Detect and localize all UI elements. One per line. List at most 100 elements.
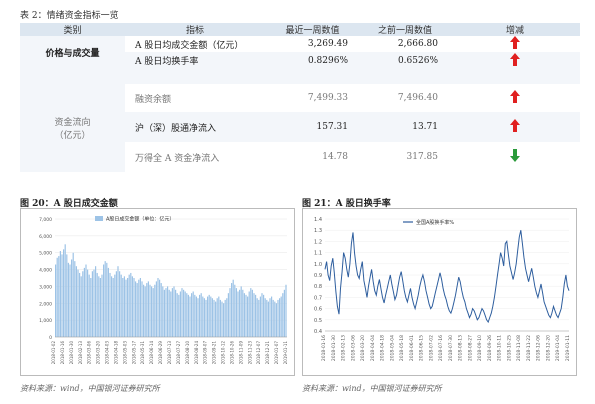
bar [75,266,77,337]
trend-up-icon [450,112,580,142]
chart21-plot: 1.41.31.21.11.00.90.80.70.60.50.42018-01… [314,217,571,361]
col-header-category: 类别 [20,23,125,36]
recent-value: 157.31 [265,112,360,142]
bar [203,298,205,337]
col-header-previous: 之前一周数值 [360,23,450,36]
y-tick-label: 2,000 [39,301,52,307]
bar [160,283,162,337]
trend-up-icon [450,52,580,69]
x-tick-label: 2018-12-20 [545,335,551,361]
bar [205,299,207,337]
bar [208,294,210,337]
y-tick-label: 0.7 [314,295,322,301]
bar [207,296,209,337]
bar [259,296,261,337]
bar [107,267,109,337]
y-tick-label: 0.6 [314,307,322,313]
bar [93,269,95,337]
trend-up-icon [450,84,580,112]
table-header-row: 类别 指标 最近一周数值 之前一周数值 增减 [20,23,580,36]
bar [149,284,151,337]
bar [85,264,87,337]
x-tick-label: 2019-01-11 [283,341,288,365]
bar [239,289,241,337]
bar [72,252,74,337]
bar [87,269,89,337]
bar [141,281,143,337]
bar [77,269,79,337]
bar [263,294,265,337]
table-row: 资金流向 （亿元） 融资余额 7,499.33 7,496.40 [20,84,580,172]
col-header-trend: 增减 [450,23,580,36]
bar [285,284,287,337]
legend-swatch [95,216,103,221]
y-tick-label: 5,000 [39,251,52,257]
indicator-cell: A 股日均成交金额（亿元） [135,40,244,51]
bar [98,276,100,337]
bar [235,288,237,337]
bar [143,284,145,337]
bar [128,274,130,337]
bar [91,271,93,337]
recent-value: 0.8296% [265,52,360,69]
bar [210,296,212,337]
bar [280,296,282,337]
bar [56,257,58,337]
x-tick-label: 2019-01-04 [555,335,561,361]
x-tick-label: 2019-01-07 [274,341,279,365]
bar [245,294,247,337]
bar [99,278,101,337]
category-price-volume: 价格与成交量 [20,36,125,69]
x-tick-label: 2018-01-30 [69,341,74,365]
bar [269,298,271,337]
x-tick-label: 2018-06-29 [158,341,163,365]
x-tick-label: 2018-04-18 [380,335,386,361]
bar [267,301,269,337]
bar [194,294,196,337]
y-tick-label: 1.3 [314,228,322,234]
bar [272,299,274,337]
bar [127,278,129,337]
x-tick-label: 2018-11-09 [238,341,243,365]
x-tick-label: 2019-01-11 [565,335,571,361]
x-tick-label: 2018-08-13 [458,335,464,361]
bar [242,289,244,337]
bar [104,261,106,337]
bar [64,244,66,337]
bar [231,283,233,337]
x-tick-label: 2018-07-02 [428,335,434,361]
bar [131,276,133,337]
x-tick-label: 2018-05-31 [140,341,145,365]
bar [264,298,266,337]
y-tick-label: 0.4 [314,329,322,335]
bar [171,288,173,337]
bar [151,286,153,337]
bar [168,289,170,337]
y-tick-label: 0 [49,335,52,341]
bar [178,294,180,337]
bar [135,281,137,337]
recent-value: 3,269.49 [307,39,348,49]
x-tick-label: 2018-12-07 [256,341,261,365]
x-tick-label: 2018-08-10 [185,341,190,365]
bar [59,251,61,337]
bar [221,301,223,337]
indicator-cell: 万得全 A 资金净流入 [135,153,220,164]
bar [154,284,156,337]
bar [80,276,82,337]
bar [170,291,172,337]
bar [279,298,281,337]
bar [274,301,276,337]
table-row: A 股日均换手率 0.8296% 0.6526% [20,52,580,69]
indicator-cell: A 股日均换手率 [125,52,265,69]
bar [173,286,175,337]
trend-down-icon [450,142,580,172]
chart21-title: 图 21：A 股日换手率 [302,199,391,209]
series-line [324,230,570,324]
previous-value: 2,666.80 [397,39,438,49]
x-tick-label: 2018-03-20 [96,341,101,365]
bar [232,279,234,337]
y-tick-label: 1,000 [39,318,52,324]
bar [162,286,164,337]
bar [103,264,105,337]
